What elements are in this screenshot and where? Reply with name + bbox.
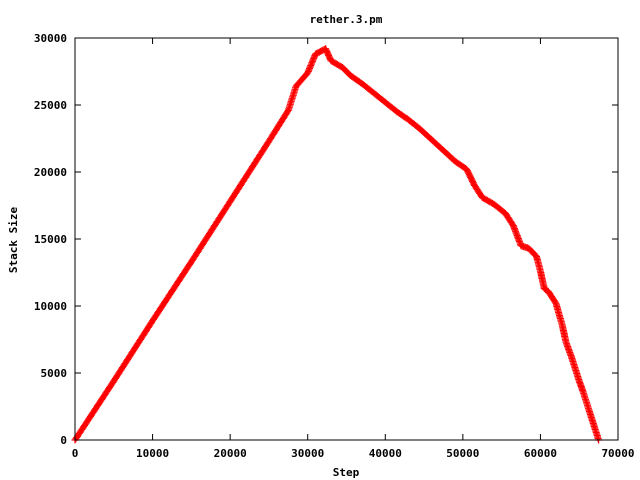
series-layer (71, 45, 603, 444)
axis-ticks: 0 10000 20000 30000 40000 50000 60000 70000 0 500… (34, 32, 635, 460)
x-tick-label: 40000 (369, 447, 402, 460)
plot-frame (74, 37, 619, 441)
x-tick-label: 10000 (136, 447, 169, 460)
chart-title: rether.3.pm (310, 13, 383, 26)
y-tick-label: 10000 (34, 300, 67, 313)
x-axis-label: Step (333, 466, 360, 479)
y-tick-label: 20000 (34, 166, 67, 179)
x-tick-label: 20000 (214, 447, 247, 460)
data-point-marker (563, 341, 571, 349)
series-markers (71, 45, 603, 444)
y-tick-label: 25000 (34, 99, 67, 112)
x-tick-label: 60000 (524, 447, 557, 460)
x-tick-label: 70000 (601, 447, 634, 460)
y-tick-label: 15000 (34, 233, 67, 246)
y-tick-label: 5000 (41, 367, 68, 380)
x-tick-label: 50000 (446, 447, 479, 460)
y-tick-label: 30000 (34, 32, 67, 45)
y-tick-label: 0 (60, 434, 67, 447)
x-tick-label: 0 (72, 447, 79, 460)
x-tick-label: 30000 (291, 447, 324, 460)
y-axis-label: Stack Size (7, 207, 20, 274)
